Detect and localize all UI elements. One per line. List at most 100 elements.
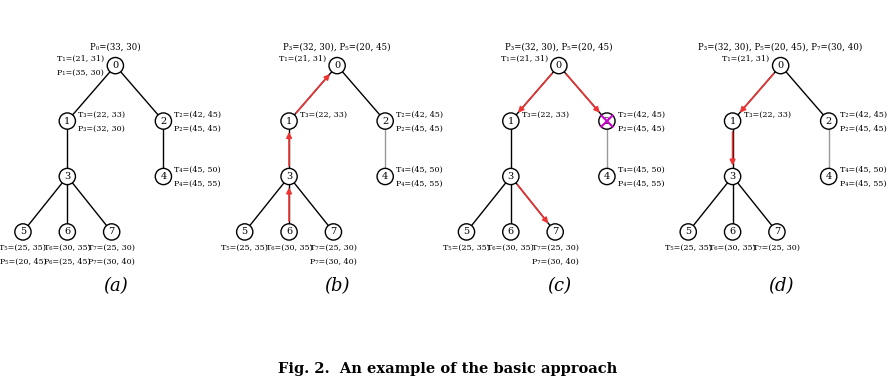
Text: 3: 3 bbox=[508, 172, 514, 181]
Text: P₀=(33, 30): P₀=(33, 30) bbox=[90, 43, 141, 52]
Text: T₇=(25, 30): T₇=(25, 30) bbox=[88, 244, 135, 252]
Circle shape bbox=[551, 57, 567, 74]
Circle shape bbox=[281, 113, 297, 129]
Text: P₄=(45, 55): P₄=(45, 55) bbox=[396, 180, 443, 188]
Text: T₅=(25, 35): T₅=(25, 35) bbox=[443, 244, 490, 252]
Circle shape bbox=[725, 113, 741, 129]
Circle shape bbox=[155, 113, 171, 129]
Circle shape bbox=[377, 168, 393, 185]
Text: 5: 5 bbox=[20, 228, 26, 236]
Text: T₆=(30, 35): T₆=(30, 35) bbox=[265, 244, 313, 252]
Text: P₁=(35, 30): P₁=(35, 30) bbox=[57, 69, 104, 77]
Text: P₇=(30, 40): P₇=(30, 40) bbox=[88, 258, 135, 266]
Text: 5: 5 bbox=[242, 228, 248, 236]
Text: 0: 0 bbox=[112, 61, 118, 70]
Text: P₅=(20, 45): P₅=(20, 45) bbox=[0, 258, 47, 266]
Circle shape bbox=[59, 168, 75, 185]
Text: 0: 0 bbox=[334, 61, 340, 70]
Text: T₇=(25, 30): T₇=(25, 30) bbox=[531, 244, 579, 252]
Text: T₂=(42, 45): T₂=(42, 45) bbox=[396, 111, 444, 119]
Text: 2: 2 bbox=[160, 117, 167, 125]
Circle shape bbox=[281, 224, 297, 240]
Text: T₅=(25, 35): T₅=(25, 35) bbox=[0, 244, 47, 252]
Text: P₂=(45, 45): P₂=(45, 45) bbox=[175, 124, 221, 133]
Text: P₄=(45, 55): P₄=(45, 55) bbox=[840, 180, 886, 188]
Text: P₄=(45, 55): P₄=(45, 55) bbox=[618, 180, 665, 188]
Circle shape bbox=[725, 168, 741, 185]
Text: 3: 3 bbox=[286, 172, 292, 181]
Text: 1: 1 bbox=[508, 117, 514, 125]
Circle shape bbox=[821, 168, 837, 185]
Circle shape bbox=[325, 224, 341, 240]
Text: P₇=(30, 40): P₇=(30, 40) bbox=[310, 258, 357, 266]
Text: 2: 2 bbox=[604, 117, 610, 125]
Text: (c): (c) bbox=[547, 277, 571, 295]
Text: 7: 7 bbox=[774, 228, 780, 236]
Circle shape bbox=[108, 57, 124, 74]
Text: 0: 0 bbox=[778, 61, 784, 70]
Circle shape bbox=[599, 113, 615, 129]
Text: T₃=(22, 33): T₃=(22, 33) bbox=[521, 111, 569, 119]
Text: 1: 1 bbox=[65, 117, 71, 125]
Text: T₁=(21, 31): T₁=(21, 31) bbox=[501, 55, 547, 63]
Text: T₄=(45, 50): T₄=(45, 50) bbox=[396, 166, 443, 174]
Text: T₂=(42, 45): T₂=(42, 45) bbox=[840, 111, 887, 119]
Text: 5: 5 bbox=[685, 228, 692, 236]
Circle shape bbox=[329, 57, 345, 74]
Text: P₃=(32, 30): P₃=(32, 30) bbox=[79, 124, 125, 133]
Circle shape bbox=[281, 168, 297, 185]
Text: 4: 4 bbox=[604, 172, 610, 181]
Circle shape bbox=[769, 224, 785, 240]
Text: 6: 6 bbox=[286, 228, 292, 236]
Text: T₅=(25, 35): T₅=(25, 35) bbox=[665, 244, 711, 252]
Text: 6: 6 bbox=[508, 228, 514, 236]
Text: T₄=(45, 50): T₄=(45, 50) bbox=[175, 166, 221, 174]
Text: P₃=(32, 30), P₅=(20, 45): P₃=(32, 30), P₅=(20, 45) bbox=[283, 43, 391, 52]
Text: P₄=(45, 55): P₄=(45, 55) bbox=[175, 180, 221, 188]
Text: 3: 3 bbox=[65, 172, 71, 181]
Text: T₃=(22, 33): T₃=(22, 33) bbox=[300, 111, 348, 119]
Circle shape bbox=[547, 224, 564, 240]
Text: 1: 1 bbox=[729, 117, 736, 125]
Text: 3: 3 bbox=[729, 172, 736, 181]
Text: 7: 7 bbox=[552, 228, 558, 236]
Text: 2: 2 bbox=[382, 117, 388, 125]
Circle shape bbox=[377, 113, 393, 129]
Text: T₂=(42, 45): T₂=(42, 45) bbox=[175, 111, 221, 119]
Text: (a): (a) bbox=[103, 277, 128, 295]
Text: 1: 1 bbox=[286, 117, 292, 125]
Text: T₂=(42, 45): T₂=(42, 45) bbox=[618, 111, 665, 119]
Text: (b): (b) bbox=[324, 277, 349, 295]
Text: 4: 4 bbox=[382, 172, 388, 181]
Circle shape bbox=[59, 224, 75, 240]
Text: 2: 2 bbox=[825, 117, 831, 125]
Text: T₆=(30, 35): T₆=(30, 35) bbox=[709, 244, 756, 252]
Circle shape bbox=[15, 224, 31, 240]
Text: T₃=(22, 33): T₃=(22, 33) bbox=[79, 111, 125, 119]
Text: 0: 0 bbox=[556, 61, 562, 70]
Circle shape bbox=[104, 224, 120, 240]
Text: (d): (d) bbox=[768, 277, 793, 295]
Text: P₂=(45, 45): P₂=(45, 45) bbox=[840, 124, 887, 133]
Circle shape bbox=[680, 224, 696, 240]
Circle shape bbox=[821, 113, 837, 129]
Text: P₆=(25, 45): P₆=(25, 45) bbox=[44, 258, 90, 266]
Text: 6: 6 bbox=[65, 228, 71, 236]
Text: T₁=(21, 31): T₁=(21, 31) bbox=[57, 55, 104, 63]
Text: P₂=(45, 45): P₂=(45, 45) bbox=[396, 124, 444, 133]
Text: T₅=(25, 35): T₅=(25, 35) bbox=[221, 244, 268, 252]
Text: P₃=(32, 30), P₅=(20, 45): P₃=(32, 30), P₅=(20, 45) bbox=[505, 43, 613, 52]
Text: P₂=(45, 45): P₂=(45, 45) bbox=[618, 124, 665, 133]
Text: P₃=(32, 30), P₅=(20, 45), P₇=(30, 40): P₃=(32, 30), P₅=(20, 45), P₇=(30, 40) bbox=[699, 43, 863, 52]
Text: T₁=(21, 31): T₁=(21, 31) bbox=[279, 55, 326, 63]
Text: T₇=(25, 30): T₇=(25, 30) bbox=[754, 244, 800, 252]
Text: T₁=(21, 31): T₁=(21, 31) bbox=[722, 55, 770, 63]
Circle shape bbox=[59, 113, 75, 129]
Text: 6: 6 bbox=[729, 228, 736, 236]
Circle shape bbox=[503, 168, 519, 185]
Text: T₄=(45, 50): T₄=(45, 50) bbox=[618, 166, 665, 174]
Text: T₆=(30, 35): T₆=(30, 35) bbox=[487, 244, 534, 252]
Text: T₇=(25, 30): T₇=(25, 30) bbox=[310, 244, 357, 252]
Text: 5: 5 bbox=[463, 228, 470, 236]
Circle shape bbox=[503, 224, 519, 240]
